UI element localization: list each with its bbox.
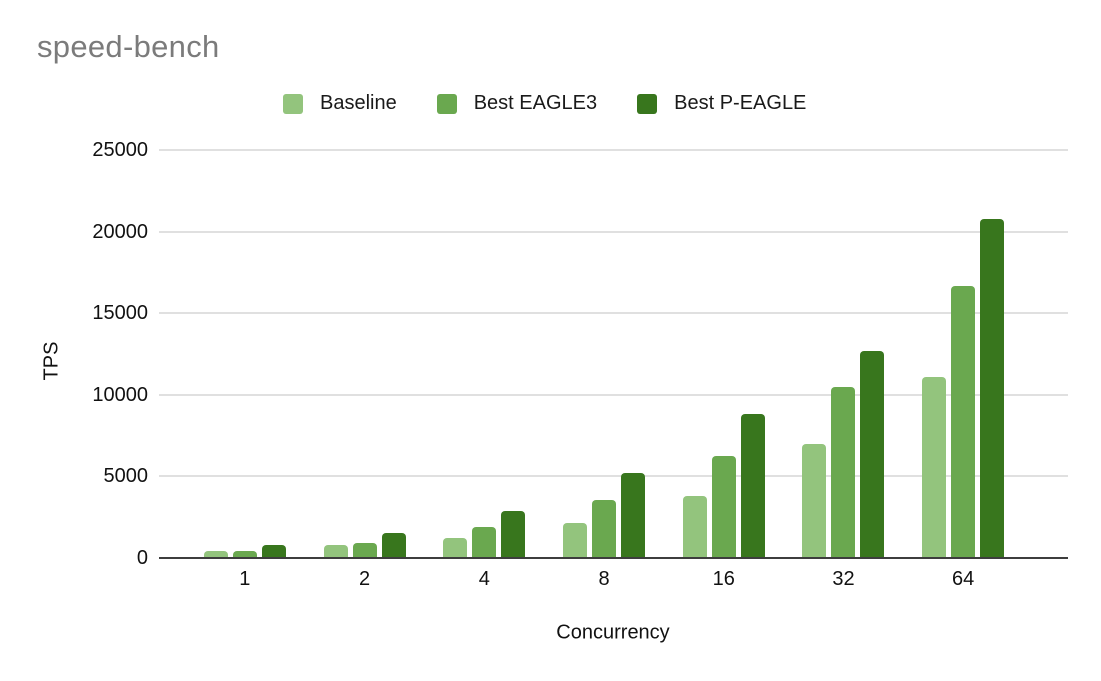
bar-baseline-4 — [443, 538, 468, 558]
legend-label-best-p-eagle: Best P-EAGLE — [674, 92, 807, 114]
bar-group-4 — [424, 150, 544, 558]
x-tick-label-16: 16 — [712, 568, 735, 590]
legend-swatch-baseline — [283, 93, 303, 114]
chart-title: speed-bench — [37, 29, 220, 64]
bar-baseline-32 — [802, 443, 827, 558]
x-tick-label-4: 4 — [478, 568, 490, 590]
gridline-15000 — [159, 312, 1068, 315]
y-tick-label-5000: 5000 — [103, 465, 149, 488]
y-tick-label-0: 0 — [136, 547, 148, 569]
x-tick-label-2: 2 — [359, 568, 371, 590]
bar-group-64 — [903, 150, 1023, 558]
bar-best-eagle3-2 — [352, 542, 377, 558]
bars-band — [185, 150, 1023, 558]
legend-item-best-p-eagle: Best P-EAGLE — [637, 92, 806, 115]
y-axis-ticks: 0 5000 10000 15000 20000 25000 — [58, 139, 149, 569]
x-axis-ticks: 1 2 4 8 16 32 64 — [185, 568, 1023, 591]
bar-best-eagle3-8 — [592, 500, 617, 558]
bar-group-16 — [664, 150, 784, 558]
x-tick-label-32: 32 — [832, 568, 855, 590]
y-tick-label-15000: 15000 — [92, 302, 148, 325]
bar-best-p-eagle-4 — [501, 510, 526, 558]
y-axis-title: TPS — [40, 341, 63, 381]
bar-baseline-2 — [323, 544, 348, 558]
legend-item-baseline: Baseline — [283, 92, 397, 115]
legend-swatch-best-p-eagle — [637, 93, 658, 114]
bar-baseline-16 — [682, 495, 707, 558]
bar-best-eagle3-1 — [232, 550, 257, 558]
legend-label-baseline: Baseline — [320, 92, 397, 114]
bar-best-p-eagle-32 — [860, 350, 885, 558]
bar-best-p-eagle-64 — [980, 218, 1005, 558]
bar-baseline-8 — [563, 522, 588, 558]
x-tick-label-8: 8 — [598, 568, 610, 590]
bar-baseline-64 — [922, 376, 947, 558]
bar-group-2 — [305, 150, 425, 558]
bar-best-eagle3-16 — [711, 456, 736, 558]
bar-group-1 — [185, 150, 305, 558]
bar-group-8 — [544, 150, 664, 558]
bar-best-p-eagle-8 — [621, 473, 646, 558]
bar-best-eagle3-4 — [472, 527, 497, 558]
gridline-25000 — [159, 149, 1068, 151]
bar-best-eagle3-64 — [951, 286, 976, 558]
bar-best-p-eagle-1 — [261, 545, 286, 558]
plot-area — [159, 149, 1068, 559]
legend: Baseline Best EAGLE3 Best P-EAGLE — [283, 92, 806, 115]
bar-group-32 — [784, 150, 904, 558]
bar-baseline-1 — [203, 550, 228, 558]
bar-best-p-eagle-16 — [740, 413, 765, 558]
x-tick-label-1: 1 — [239, 568, 251, 590]
gridline-5000 — [159, 475, 1068, 478]
bar-best-p-eagle-2 — [381, 532, 406, 558]
x-axis-line — [159, 557, 1068, 559]
gridline-20000 — [159, 230, 1068, 233]
legend-label-best-eagle3: Best EAGLE3 — [473, 92, 598, 114]
y-tick-label-25000: 25000 — [92, 139, 148, 161]
legend-swatch-best-eagle3 — [436, 93, 457, 114]
y-tick-label-20000: 20000 — [92, 220, 148, 243]
x-axis-title: Concurrency — [556, 621, 670, 644]
y-tick-label-10000: 10000 — [92, 383, 148, 406]
x-tick-label-64: 64 — [952, 568, 975, 590]
legend-item-best-eagle3: Best EAGLE3 — [436, 92, 598, 115]
bar-best-eagle3-32 — [831, 387, 856, 558]
gridline-10000 — [159, 393, 1068, 396]
